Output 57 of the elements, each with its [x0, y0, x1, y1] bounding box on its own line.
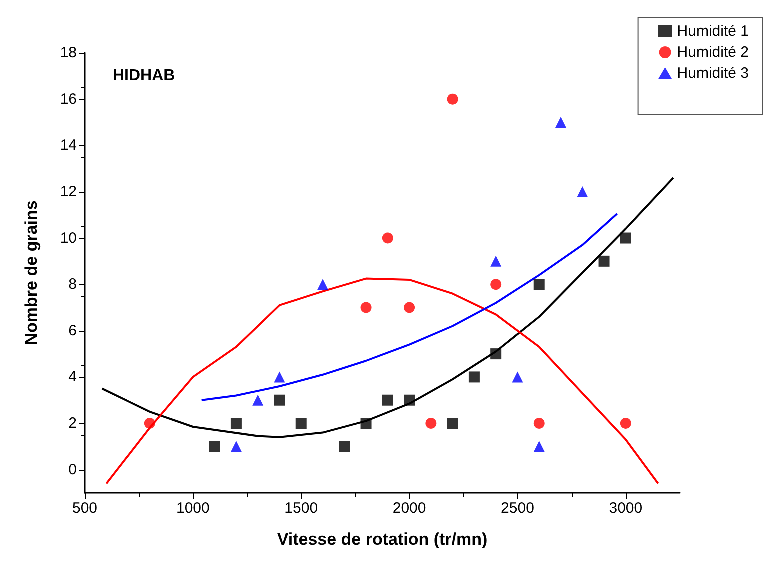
point [339, 441, 350, 452]
legend-label: Humidité 1 [677, 23, 750, 40]
x-tick-label: 1500 [284, 500, 318, 517]
y-tick-label: 0 [68, 461, 77, 478]
x-tick-label: 1000 [176, 500, 210, 517]
point [577, 186, 588, 198]
x-tick-label: 2500 [501, 500, 534, 517]
legend-label: Humidité 2 [677, 44, 750, 61]
point [468, 372, 480, 383]
point [490, 348, 502, 360]
point [382, 232, 394, 244]
y-tick-label: 4 [68, 368, 77, 386]
point [296, 418, 307, 430]
point [447, 418, 458, 430]
point [274, 394, 286, 406]
point [512, 372, 524, 383]
x-axis-title: Vitesse de rotation (tr/mn) [277, 530, 488, 549]
point [144, 418, 156, 430]
point [598, 256, 610, 267]
point [252, 394, 264, 406]
point [447, 94, 458, 105]
point [534, 441, 545, 452]
point [426, 418, 437, 430]
annotation: HIDHAB [113, 68, 176, 84]
x-tick-label: 500 [72, 500, 98, 517]
point [230, 418, 242, 430]
y-tick-label: 2 [68, 415, 77, 432]
y-tick-label: 8 [68, 276, 77, 294]
x-tick-label: 2000 [392, 500, 426, 517]
y-tick-label: 12 [60, 183, 77, 200]
y-tick-label: 14 [60, 137, 77, 154]
point [230, 441, 242, 452]
y-tick-label: 6 [68, 322, 77, 340]
y-tick-label: 18 [60, 44, 77, 62]
point [318, 279, 328, 290]
line-series [200, 212, 618, 402]
line-series [106, 278, 660, 485]
x-tick-label: 3000 [609, 500, 643, 517]
y-axis-title: Nombre de grains [22, 200, 41, 346]
point [382, 394, 394, 406]
point [534, 279, 545, 290]
point [360, 418, 372, 430]
point [490, 279, 502, 290]
point [620, 232, 632, 244]
line-series [101, 177, 675, 438]
point [209, 441, 220, 452]
y-tick-label: 10 [60, 230, 77, 247]
legend-label: Humidité 3 [677, 65, 750, 82]
point [490, 256, 502, 267]
point [404, 394, 416, 406]
y-tick-label: 16 [60, 90, 77, 108]
point [534, 418, 545, 430]
point [360, 302, 372, 314]
point [274, 372, 286, 383]
point [404, 302, 416, 314]
point [620, 418, 632, 430]
point [556, 116, 566, 128]
